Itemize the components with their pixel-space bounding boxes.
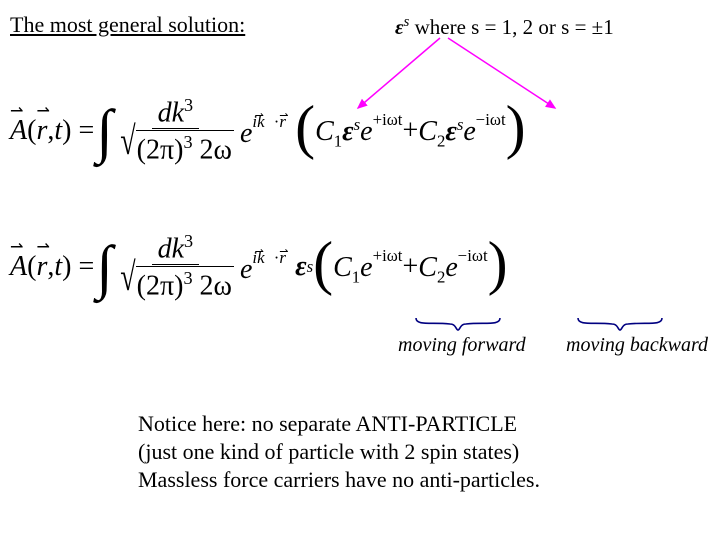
notice-line-3: Massless force carriers have no anti-par… [138, 466, 540, 494]
term-C2: C2εse−iωt [418, 110, 505, 152]
epsilon-definition: εs where s = 1, 2 or s = ±1 [395, 14, 614, 40]
section-title: The most general solution: [10, 12, 245, 38]
equation-1: ⇀A(⇀r,t) = ∫ dk3 √(2π)3 2ω eik⇀·r⇀ ( C1ε… [10, 86, 526, 176]
epsilon-symbol: ε [395, 15, 404, 39]
equation-2: ⇀A(⇀r,t) = ∫ dk3 √(2π)3 2ω eik⇀·r⇀ εs ( … [10, 222, 508, 312]
measure-fraction: dk3 √(2π)3 2ω [115, 96, 236, 167]
epsilon-where-text: where s = 1, 2 or s = ±1 [409, 15, 613, 39]
label-moving-backward: moving backward [566, 334, 708, 357]
label-moving-forward: moving forward [398, 334, 526, 357]
brace-forward [416, 318, 500, 330]
slide: { "header_left": "The most general solut… [0, 0, 720, 540]
notice-text: Notice here: no separate ANTI-PARTICLE (… [138, 410, 540, 494]
term-C1-eq2: C1e+iωt [333, 246, 402, 288]
r-vector: ⇀r [36, 115, 47, 147]
brace-backward [578, 318, 662, 330]
A-vector: ⇀A [10, 115, 27, 147]
plane-wave-factor: eik⇀·r⇀ [240, 112, 295, 150]
term-C2-eq2: C2e−iωt [418, 246, 487, 288]
notice-line-2: (just one kind of particle with 2 spin s… [138, 438, 540, 466]
notice-line-1: Notice here: no separate ANTI-PARTICLE [138, 410, 540, 438]
term-C1: C1εse+iωt [315, 110, 402, 152]
